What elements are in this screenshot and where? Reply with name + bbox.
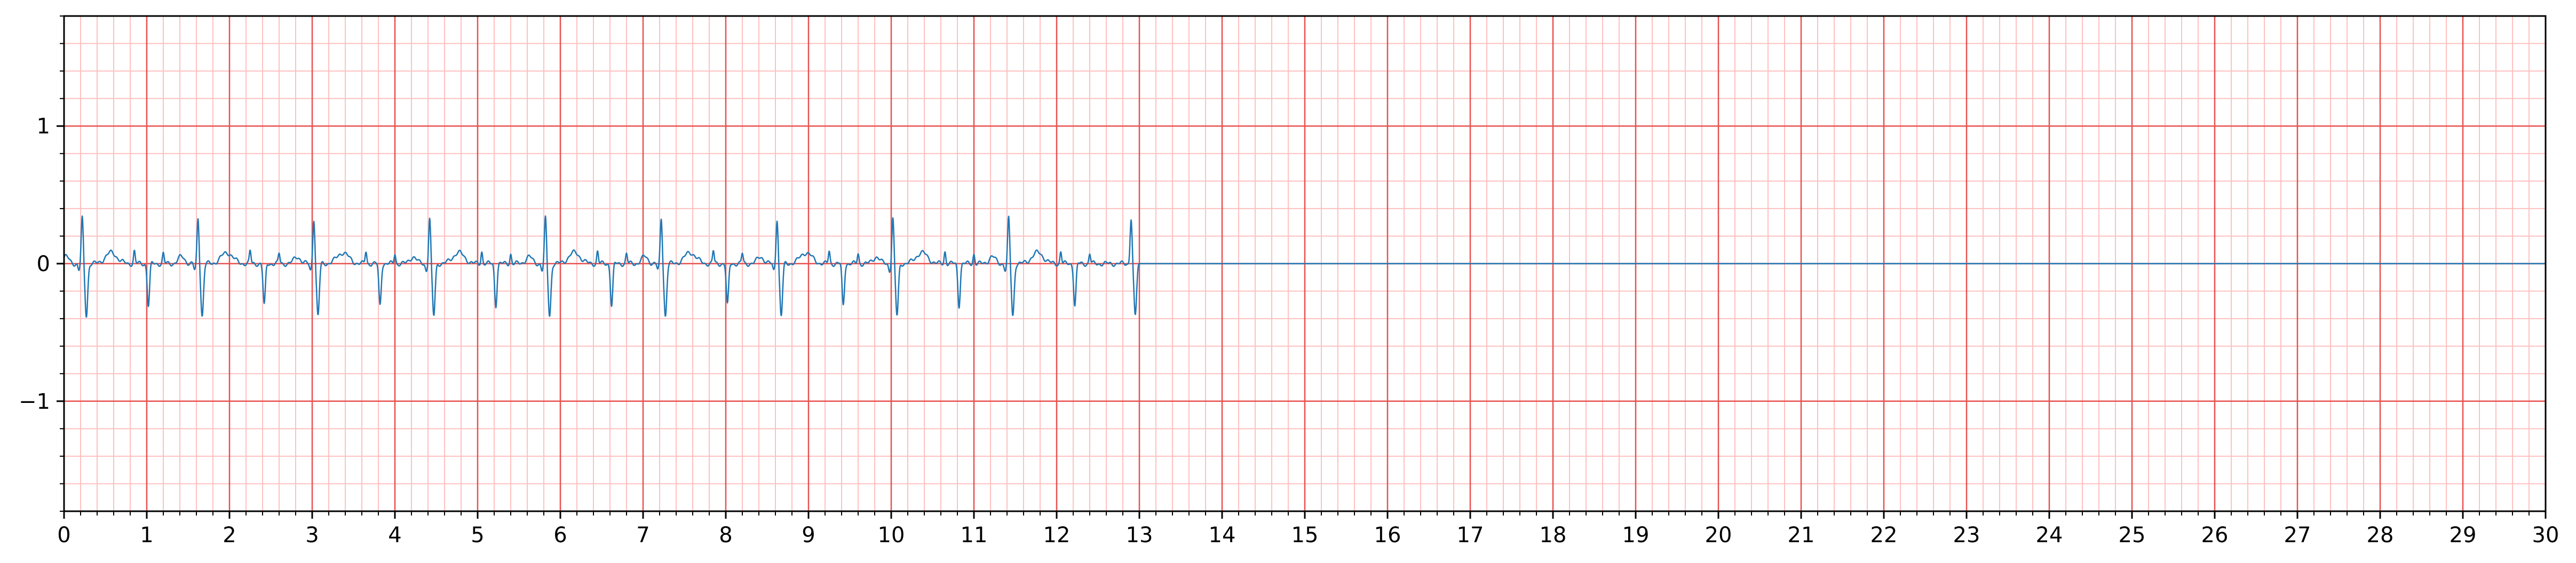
- ecg-signal-line: [63, 215, 1140, 318]
- x-tick-label: 25: [2119, 523, 2146, 548]
- x-tick-label: 20: [1705, 523, 1732, 548]
- x-tick-label: 2: [223, 523, 236, 548]
- x-tick-label: 26: [2201, 523, 2229, 548]
- x-tick-label: 7: [636, 523, 649, 548]
- x-tick-label: 14: [1209, 523, 1236, 548]
- x-tick-label: 3: [305, 523, 319, 548]
- x-tick-label: 30: [2532, 523, 2559, 548]
- y-tick-label: 1: [37, 114, 50, 139]
- x-tick-label: 13: [1126, 523, 1153, 548]
- y-tick-labels: −1 0 1: [19, 114, 50, 414]
- x-tick-label: 24: [2036, 523, 2063, 548]
- x-tick-label: 11: [961, 523, 988, 548]
- x-tick-label: 18: [1540, 523, 1567, 548]
- x-tick-label: 8: [719, 523, 732, 548]
- x-tick-label: 0: [57, 523, 70, 548]
- x-tick-label: 12: [1043, 523, 1071, 548]
- x-tick-label: 10: [878, 523, 905, 548]
- x-tick-label: 23: [1953, 523, 1980, 548]
- y-tick-label: 0: [37, 252, 50, 276]
- x-tick-label: 5: [471, 523, 484, 548]
- x-tick-label: 19: [1622, 523, 1650, 548]
- x-tick-label: 21: [1788, 523, 1815, 548]
- x-tick-label: 17: [1457, 523, 1484, 548]
- axis-ticks: [57, 15, 2547, 519]
- x-tick-label: 6: [553, 523, 567, 548]
- x-tick-label: 1: [140, 523, 153, 548]
- x-tick-label: 16: [1374, 523, 1401, 548]
- x-tick-label: 28: [2367, 523, 2394, 548]
- x-tick-label: 27: [2284, 523, 2311, 548]
- y-tick-label: −1: [19, 390, 50, 414]
- x-tick-labels: 0 1 2 3 4 5 6 7 8 9 10 11 12 13 14 15 16 17 18 19 20 21 22 23 24…: [57, 523, 2559, 548]
- x-tick-label: 29: [2450, 523, 2477, 548]
- x-tick-label: 9: [802, 523, 815, 548]
- x-tick-label: 15: [1291, 523, 1319, 548]
- x-tick-label: 22: [1870, 523, 1898, 548]
- x-tick-label: 4: [388, 523, 401, 548]
- series-layer: [63, 215, 2546, 318]
